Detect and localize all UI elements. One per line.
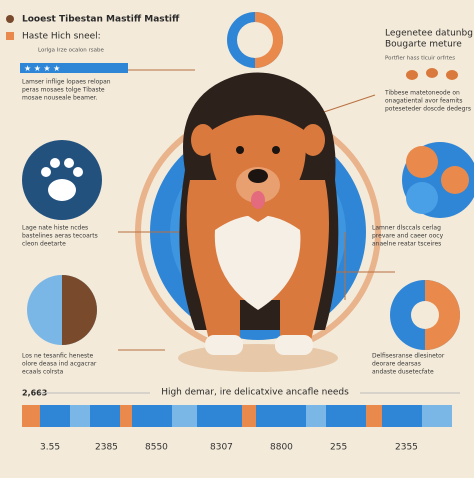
paragraph-line: prevare and caeer oocy [372,233,444,240]
bar-segment [382,405,422,427]
footer-number: 2355 [395,443,418,453]
paragraph-line: deorare dearsas [372,361,421,368]
right-title: Bougarte meture [385,40,462,50]
title: Looest Tibestan Mastiff Mastiff [22,15,180,25]
paragraph-line: Lamser inflige lopaes relopan [22,79,111,86]
right-bottom-hole [411,301,439,329]
bar-segment [242,405,256,427]
bullet [6,32,14,40]
footer-number: 8307 [210,443,233,453]
paragraph-line: Los ne tesanfic heneste [22,353,93,360]
bar-segment [366,405,382,427]
footer-bar [22,405,452,427]
bar-segment [132,405,172,427]
footer-stat: 2,663 [22,389,47,398]
bar-segment [326,405,366,427]
paragraph-line: andaste dusetecfate [372,369,434,376]
right-note: Portfier hass tlcuir orfrtes [385,56,455,62]
mini-icons [406,68,458,80]
paragraph-line: cleon deetarte [22,241,66,248]
bar-segment [172,405,197,427]
bar-segment [197,405,242,427]
bar-segment [90,405,120,427]
footer-number: 3.55 [40,443,60,453]
paragraph-line: Delfisesranse dlesinetor [372,353,445,360]
bar-segment [70,405,90,427]
bullet [6,15,14,23]
rating-stars: ★ ★ ★ ★ [24,64,60,73]
rating-bar [20,63,128,73]
top-pie-hole [237,22,273,58]
right-top-bubble [406,182,438,214]
bar-segment [40,405,70,427]
left-bottom-half [62,275,97,345]
paragraph-line: peras mosaes tolge Tibaste [22,87,105,94]
footer-number: 255 [330,443,347,453]
footer-number: 8550 [145,443,168,453]
paragraph-line: Lage nate histe ncdes [22,225,88,232]
bar-segment [256,405,306,427]
paragraph-line: Tibbese matetoneode on [384,90,460,97]
footer-number: 2385 [95,443,118,453]
bar-segment [422,405,452,427]
right-top-bubble [441,166,469,194]
paragraph-line: ecaals colrsta [22,369,64,376]
bar-segment [22,405,40,427]
right-bottom-half [425,280,460,350]
dog-illustration [178,72,339,372]
subtitle: Haste Hich sneel: [22,32,101,42]
paragraph-line: onagatiental avor feamits [385,98,463,105]
paragraph-line: anaelne reatar tsceires [372,241,441,248]
footer-headline: High demar, ire delicatxive ancafle need… [161,388,349,398]
paragraph-line: olore deasa ind acgacrar [22,361,97,368]
right-title: Legenetee datunbg [385,29,473,39]
paragraph-line: Lamner dlsccals cerlag [372,225,441,232]
paragraph-line: poteseteder doscde dedegrs [385,106,471,113]
bar-segment [306,405,326,427]
bar-segment [120,405,132,427]
paragraph-line: bastelines aeras tecoarts [22,233,98,240]
paragraph-line: mosae nouseale beamer. [22,95,98,102]
footer-number: 8800 [270,443,293,453]
note: Lorlga Irze ocalon rsabe [38,48,105,54]
paw-icon [41,158,83,201]
right-top-bubble [406,146,438,178]
